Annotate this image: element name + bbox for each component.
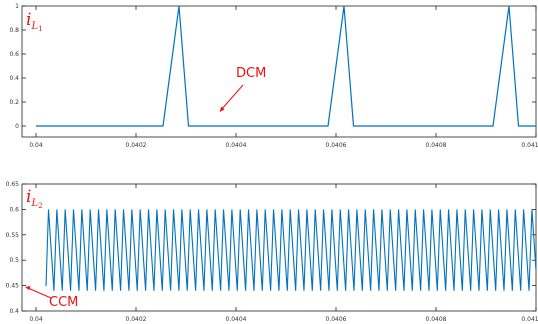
- plot-iL1-xtick-label: 0.0406: [326, 142, 347, 149]
- plot-iL1-ytick-label: 0.2: [9, 99, 19, 106]
- plot-iL1-frame: [21, 5, 537, 138]
- plot-iL2-ytick-label: 0.45: [6, 283, 20, 290]
- plot-iL2-label: iL2: [26, 187, 43, 210]
- plot-iL2-annotation-text: CCM: [49, 295, 78, 310]
- plot-iL2-xtick-label: 0.04: [29, 316, 43, 323]
- plot-iL2-xtick-label: 0.0408: [426, 316, 447, 323]
- plot-iL2-ticks: 0.04 0.0402 0.0404 0.0406 0.0408 0.041 0.4 0.45…: [6, 181, 538, 323]
- plot-iL2-annotation-arrowhead: [25, 286, 31, 290]
- plot-iL2-ytick-label: 0.6: [9, 206, 19, 213]
- plot-iL1-xtick-label: 0.0408: [426, 142, 447, 149]
- plot-iL1-label: iL1: [26, 10, 43, 33]
- plot-iL1-series-line: [36, 5, 536, 127]
- plot-iL1-xtick-label: 0.041: [521, 142, 538, 149]
- plot-iL2-xtick-label: 0.041: [521, 316, 538, 323]
- plot-iL2-ytick-label: 0.65: [6, 181, 20, 188]
- plot-iL2-ytick-label: 0.55: [6, 232, 20, 239]
- plot-iL2-ytick-label: 0.5: [9, 257, 19, 264]
- plot-iL1-annotation-arrowhead: [219, 106, 225, 112]
- plot-iL1: 0.04 0.0402 0.0404 0.0406 0.0408 0.041 0 0.2 0.4…: [9, 3, 538, 149]
- plot-iL1-xtick-label: 0.0402: [126, 142, 147, 149]
- plot-iL1-ytick-label: 0.8: [9, 27, 19, 34]
- plot-iL2-series-line: [45, 209, 537, 291]
- plot-iL2-xtick-label: 0.0404: [226, 316, 247, 323]
- plot-iL2-xtick-label: 0.0402: [126, 316, 147, 323]
- plot-iL2-annotation-arrow: [27, 287, 52, 299]
- plot-iL1-ytick-label: 1: [15, 3, 19, 10]
- plot-iL1-xtick-label: 0.04: [29, 142, 43, 149]
- plot-iL1-annotation-arrow: [220, 84, 244, 111]
- plot-iL1-ytick-label: 0: [15, 123, 19, 130]
- plot-iL2-ytick-label: 0.4: [9, 308, 19, 315]
- plot-iL2-xtick-label: 0.0406: [326, 316, 347, 323]
- plot-iL1-xtick-label: 0.0404: [226, 142, 247, 149]
- plot-iL1-ticks: 0.04 0.0402 0.0404 0.0406 0.0408 0.041 0 0.2 0.4…: [9, 3, 538, 149]
- plot-iL2: 0.04 0.0402 0.0404 0.0406 0.0408 0.041 0.4 0.45…: [6, 181, 538, 323]
- plot-iL1-ytick-label: 0.6: [9, 51, 19, 58]
- plot-iL2-frame: [21, 183, 537, 312]
- plot-iL1-annotation-text: DCM: [236, 66, 266, 81]
- plot-iL1-ytick-label: 0.4: [9, 75, 19, 82]
